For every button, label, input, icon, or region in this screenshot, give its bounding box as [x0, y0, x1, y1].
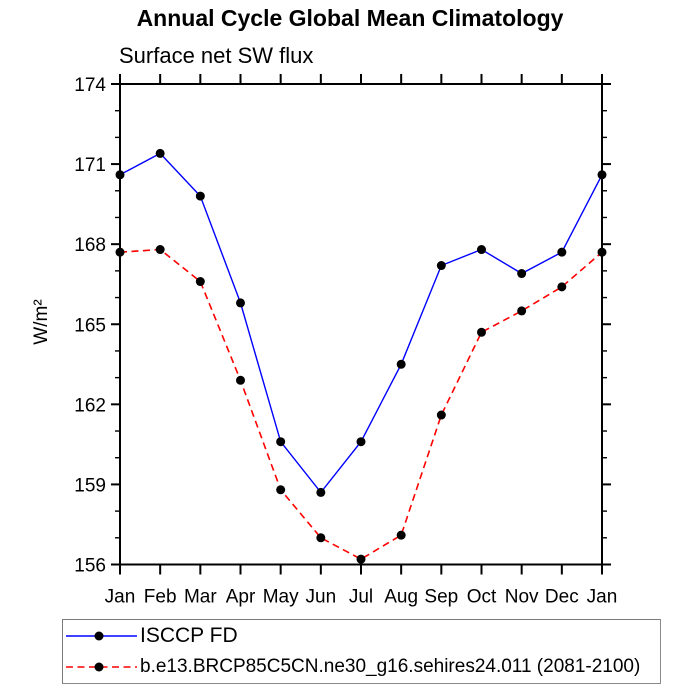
svg-text:Feb: Feb	[144, 587, 177, 608]
svg-text:174: 174	[74, 75, 106, 96]
legend-line-sample-icon	[66, 631, 137, 641]
svg-text:Nov: Nov	[505, 587, 539, 608]
legend: ISCCP FD b.e13.BRCP85C5CN.ne30_g16.sehir…	[62, 619, 661, 684]
svg-text:Apr: Apr	[226, 587, 256, 608]
svg-text:162: 162	[74, 395, 106, 416]
svg-text:Jun: Jun	[306, 587, 337, 608]
svg-text:171: 171	[74, 155, 106, 176]
svg-text:Sep: Sep	[424, 587, 458, 608]
svg-text:May: May	[263, 587, 299, 608]
svg-text:165: 165	[74, 315, 106, 336]
svg-text:Oct: Oct	[467, 587, 497, 608]
svg-text:159: 159	[74, 475, 106, 496]
legend-item: b.e13.BRCP85C5CN.ne30_g16.sehires24.011 …	[66, 652, 660, 683]
legend-label: ISCCP FD	[140, 624, 238, 647]
svg-text:Jan: Jan	[105, 587, 136, 608]
svg-text:168: 168	[74, 235, 106, 256]
chart-title: Annual Cycle Global Mean Climatology	[136, 5, 564, 31]
svg-text:Mar: Mar	[184, 587, 217, 608]
svg-text:Aug: Aug	[384, 587, 418, 608]
chart-subtitle: Surface net SW flux	[119, 43, 314, 68]
svg-text:Jan: Jan	[587, 587, 618, 608]
legend-line-sample-icon	[66, 662, 137, 672]
legend-item: ISCCP FD	[66, 621, 660, 652]
svg-text:Dec: Dec	[545, 587, 579, 608]
svg-text:Jul: Jul	[349, 587, 373, 608]
svg-text:156: 156	[74, 556, 106, 577]
legend-label: b.e13.BRCP85C5CN.ne30_g16.sehires24.011 …	[140, 656, 641, 677]
